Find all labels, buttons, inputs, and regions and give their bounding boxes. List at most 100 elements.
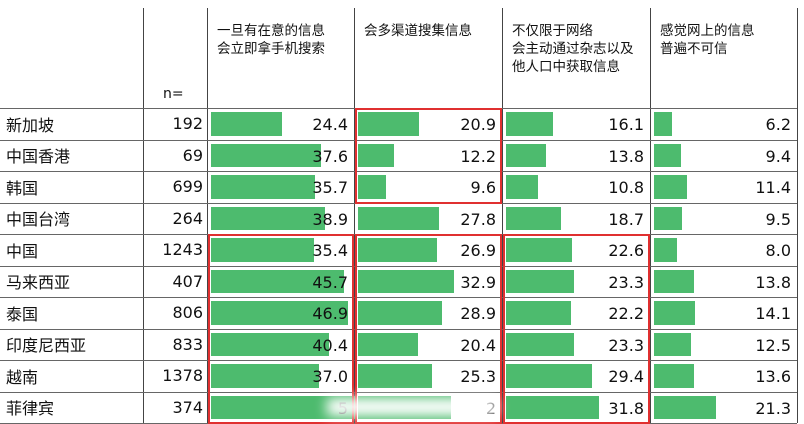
bar [654,395,717,419]
row-divider [0,360,797,361]
value-label: 27.8 [460,209,496,229]
bar [211,175,316,199]
value-label: 38.9 [312,209,348,229]
bar [654,364,694,388]
value-label: 23.3 [608,335,644,355]
row-label: 中国香港 [6,147,71,167]
bar [654,112,673,136]
column-header-line: 会主动通过杂志以及 [512,41,634,57]
value-label: 40.4 [312,335,348,355]
bar [358,112,420,136]
value-label: 46.9 [312,304,348,323]
bar [211,332,329,356]
bar [506,143,547,167]
bar [358,175,387,199]
bar [654,332,691,356]
bar [211,395,357,419]
bar [211,206,325,230]
row-divider [0,392,797,393]
bar [506,395,599,419]
sample-size: 69 [182,145,203,165]
bar [358,301,443,325]
bar [211,143,321,167]
column-header-line: 会立即拿手机搜索 [217,41,325,57]
row-divider [0,329,797,330]
bar [654,238,678,262]
value-label: 45.7 [312,272,348,292]
value-label: 24.4 [312,115,348,134]
value-label: 32.9 [460,272,496,292]
value-label: 25.3 [460,367,496,386]
column-divider [143,8,144,423]
column-header-line: 感觉网上的信息 [660,23,755,39]
value-label: 35.4 [312,241,348,260]
bar [506,112,553,136]
row-divider [0,297,797,298]
value-label: 16.1 [608,115,644,134]
row-divider [0,171,797,172]
column-header-line: 他人口中获取信息 [512,59,620,75]
row-divider [0,140,797,141]
sample-size: 374 [172,397,203,417]
row-label: 印度尼西亚 [6,336,87,356]
value-label: 20.9 [460,115,496,134]
bar [654,269,695,293]
sample-size: 699 [172,177,203,197]
row-label: 新加坡 [6,115,55,135]
bar [211,301,348,325]
column-header-1: 一旦有在意的信息 会立即拿手机搜索 [207,22,354,58]
column-divider [797,8,798,423]
sample-size: 1243 [162,240,203,260]
value-label: 9.4 [765,146,791,166]
value-label: 22.2 [608,304,644,323]
row-label: 中国台湾 [6,210,71,230]
bar [506,175,538,199]
row-label: 菲律宾 [6,399,55,419]
value-label: 37.0 [312,367,348,386]
value-label: 29.4 [608,367,644,386]
value-label: 22.6 [608,241,644,260]
column-divider [354,8,355,423]
bar [654,143,682,167]
value-label: 21.3 [755,398,791,418]
value-label: 35.7 [312,178,348,197]
bar [506,364,592,388]
sample-size: 192 [172,114,203,134]
bar [654,175,688,199]
column-header-line: 一旦有在意的信息 [217,23,325,39]
column-header-line: 不仅限于网络 [512,23,593,39]
sample-size: 1378 [162,366,203,386]
bar [358,238,437,262]
row-divider [0,266,797,267]
bar [211,269,345,293]
bar [506,206,561,230]
value-label: 11.4 [755,178,791,197]
column-header-line: 普遍不可信 [660,41,728,57]
row-label: 中国 [6,241,39,261]
column-header-line: 会多渠道搜集信息 [364,23,472,39]
row-label: 泰国 [6,304,39,324]
value-label: 31.8 [608,398,644,418]
bar [211,364,320,388]
value-label: 37.6 [312,146,348,166]
sample-size: 264 [172,208,203,228]
n-header: n= [163,86,184,102]
value-label: 14.1 [755,304,791,323]
bar [358,143,394,167]
column-divider [502,8,503,423]
value-label: 26.9 [460,241,496,260]
value-label: 10.8 [608,178,644,197]
sample-size: 833 [172,334,203,354]
sample-size: 806 [172,303,203,323]
value-label: 28.9 [460,304,496,323]
bar [211,238,315,262]
row-label: 越南 [6,367,39,387]
column-divider [207,8,208,423]
column-header-2: 会多渠道搜集信息 [354,22,502,40]
value-label: 13.6 [755,367,791,386]
value-label: 6.2 [765,115,791,134]
column-header-3: 不仅限于网络会主动通过杂志以及 他人口中获取信息 [502,22,650,76]
bar [358,269,455,293]
sample-size: 407 [172,271,203,291]
bar [358,206,440,230]
